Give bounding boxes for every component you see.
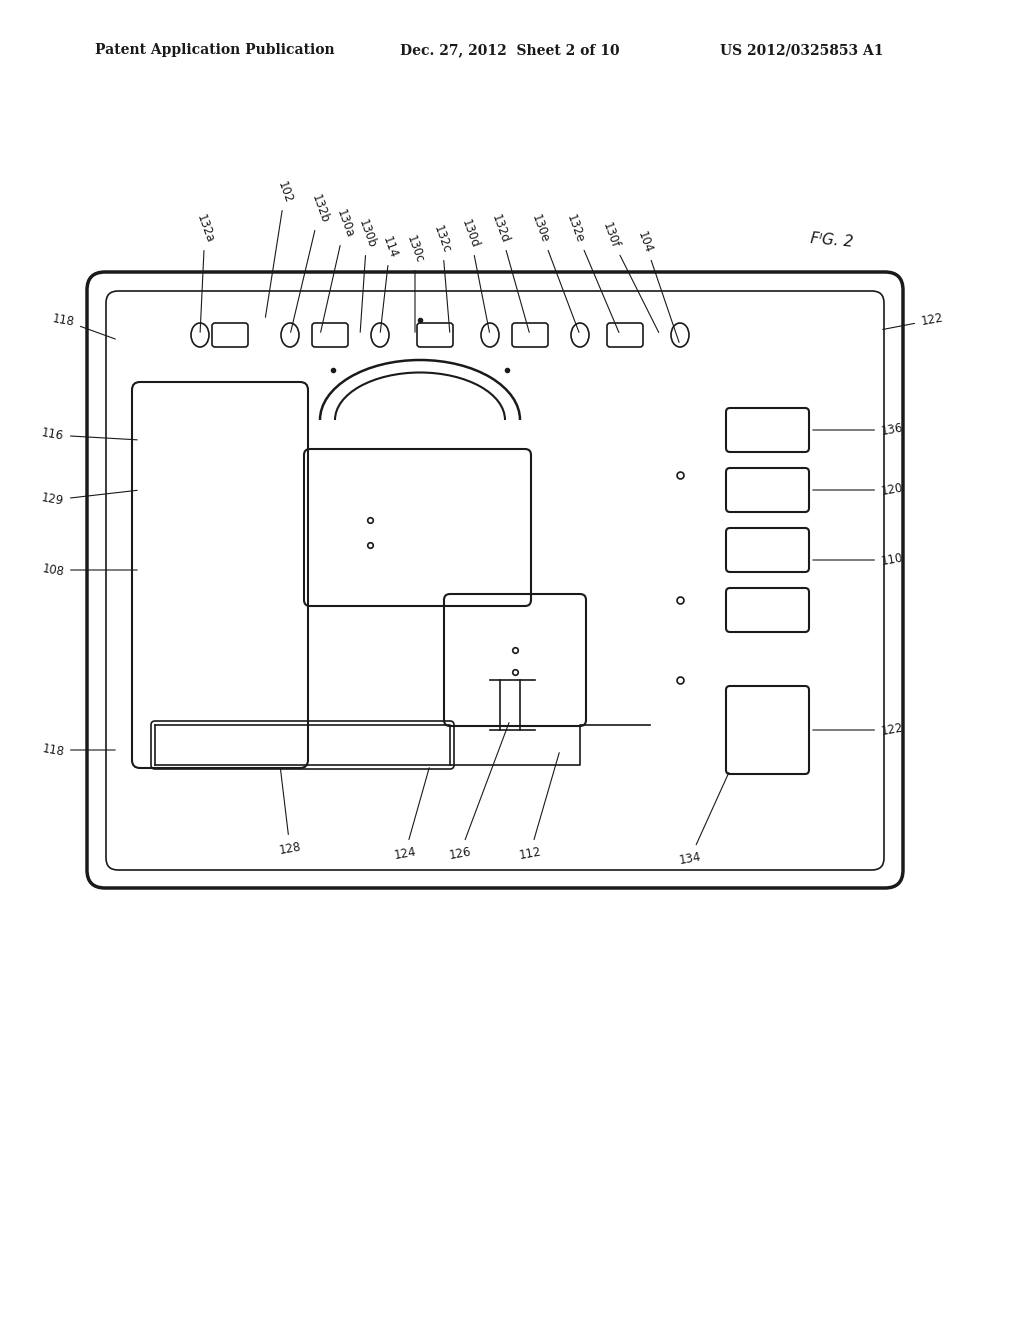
FancyBboxPatch shape (417, 323, 453, 347)
Text: US 2012/0325853 A1: US 2012/0325853 A1 (720, 44, 884, 57)
Text: 130e: 130e (528, 213, 579, 333)
Text: 130b: 130b (355, 218, 378, 333)
Ellipse shape (481, 323, 499, 347)
FancyBboxPatch shape (312, 323, 348, 347)
Text: 122: 122 (883, 312, 944, 330)
Ellipse shape (671, 323, 689, 347)
Text: 114: 114 (380, 235, 400, 333)
Text: FᴵG. 2: FᴵG. 2 (810, 231, 854, 249)
Text: 110: 110 (813, 552, 904, 569)
Text: 128: 128 (278, 768, 302, 857)
Text: 116: 116 (41, 426, 137, 444)
Text: 130a: 130a (321, 207, 356, 333)
FancyBboxPatch shape (607, 323, 643, 347)
Ellipse shape (281, 323, 299, 347)
Text: 129: 129 (41, 490, 137, 508)
Text: 132d: 132d (488, 213, 529, 333)
Text: 118: 118 (41, 742, 116, 759)
Text: 112: 112 (518, 752, 559, 862)
Text: 124: 124 (393, 768, 429, 862)
Text: 104: 104 (635, 230, 679, 342)
Text: 132a: 132a (194, 213, 216, 333)
Text: 130f: 130f (599, 220, 658, 333)
Ellipse shape (571, 323, 589, 347)
Text: 134: 134 (678, 772, 729, 867)
Text: 132b: 132b (291, 193, 331, 333)
Ellipse shape (191, 323, 209, 347)
Ellipse shape (371, 323, 389, 347)
Text: Patent Application Publication: Patent Application Publication (95, 44, 335, 57)
Text: 132e: 132e (564, 213, 618, 333)
FancyBboxPatch shape (212, 323, 248, 347)
Text: 130d: 130d (459, 218, 489, 333)
Text: 136: 136 (813, 421, 904, 438)
Text: 130c: 130c (404, 234, 426, 333)
Text: 102: 102 (265, 180, 295, 317)
Text: 120: 120 (813, 482, 904, 499)
Text: 132c: 132c (431, 223, 453, 333)
Text: Dec. 27, 2012  Sheet 2 of 10: Dec. 27, 2012 Sheet 2 of 10 (400, 44, 620, 57)
Text: 126: 126 (447, 722, 509, 862)
Text: 118: 118 (51, 312, 116, 339)
FancyBboxPatch shape (512, 323, 548, 347)
Text: 122: 122 (813, 722, 904, 738)
Text: 108: 108 (41, 562, 137, 578)
